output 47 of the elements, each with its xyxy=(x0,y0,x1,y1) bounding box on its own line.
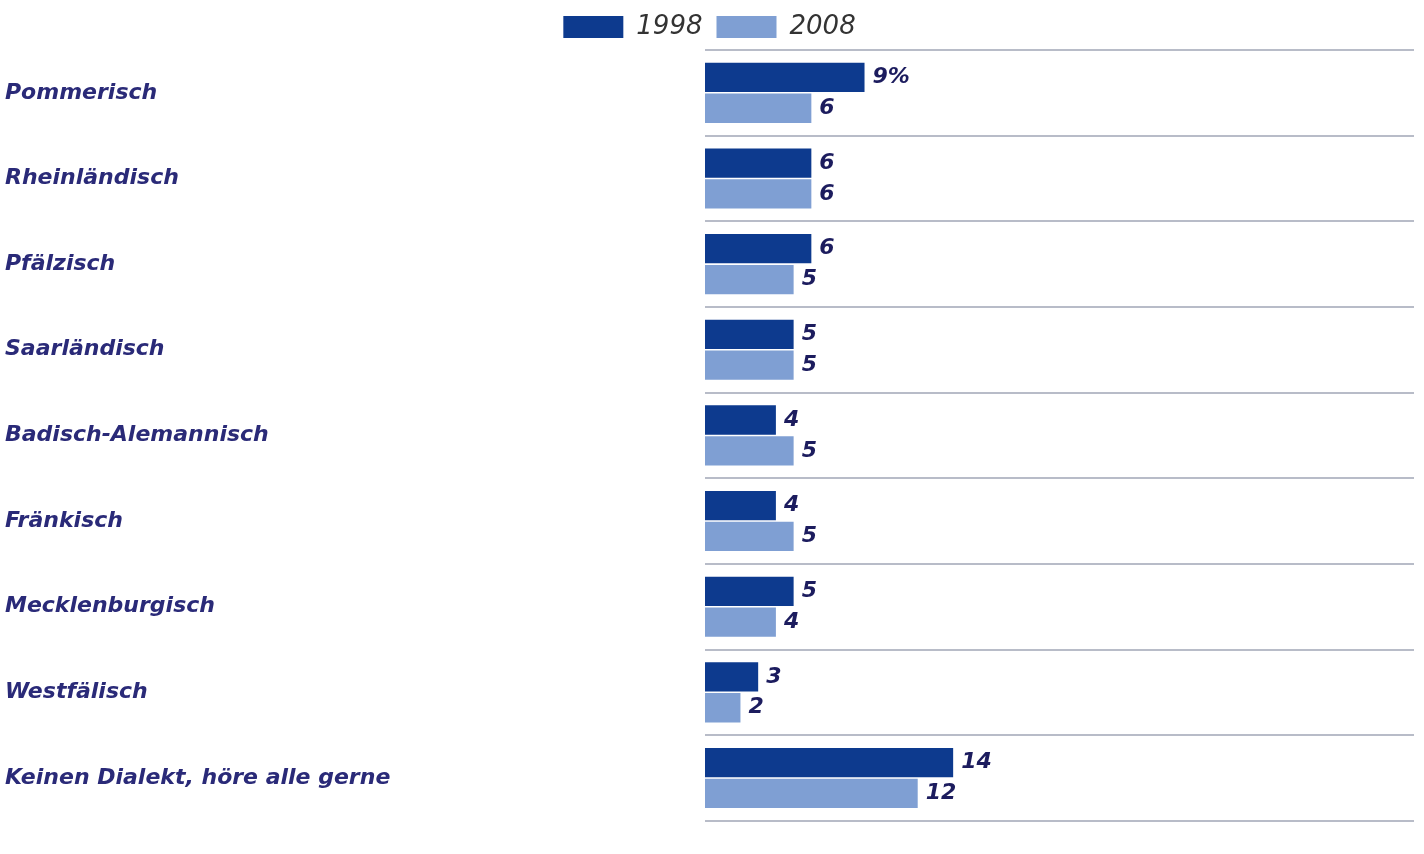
data-label: 4 xyxy=(782,405,800,431)
data-label: 5 xyxy=(801,436,817,462)
bar xyxy=(705,405,776,435)
legend-label: 1998 xyxy=(636,9,703,40)
data-label: 3 xyxy=(766,662,782,688)
bar xyxy=(705,778,918,809)
data-label: 5 xyxy=(801,350,817,376)
data-label: 5 xyxy=(801,522,817,548)
data-label: 4 xyxy=(782,607,800,633)
y-tick-label: Pfälzisch xyxy=(5,249,116,275)
data-label: 6 xyxy=(819,179,835,205)
bar xyxy=(705,319,794,349)
bar xyxy=(705,62,865,93)
data-label: 5 xyxy=(801,576,817,602)
bar xyxy=(705,521,794,552)
data-label: 6 xyxy=(819,93,835,119)
bar xyxy=(705,576,794,606)
data-label: 6 xyxy=(819,234,835,260)
bar xyxy=(705,693,741,723)
data-label: 12 xyxy=(925,779,957,805)
y-tick-label: Rheinländisch xyxy=(5,164,179,190)
data-label: 6 xyxy=(819,148,835,174)
bar xyxy=(705,264,794,295)
data-label: 4 xyxy=(782,491,800,517)
y-tick-label: Pommerisch xyxy=(5,78,158,104)
legend-label: 2008 xyxy=(789,9,856,40)
data-label: 2 xyxy=(748,693,764,719)
y-tick-label: Fränkisch xyxy=(5,506,123,532)
bar xyxy=(705,93,812,123)
bar xyxy=(705,234,812,264)
data-label: 9% xyxy=(872,63,910,89)
bar xyxy=(705,490,776,521)
y-tick-label: Badisch-Alemannisch xyxy=(5,421,269,447)
y-tick-label: Westfälisch xyxy=(5,678,148,704)
data-label: 5 xyxy=(801,320,817,346)
bar xyxy=(705,607,776,637)
bar xyxy=(705,350,794,380)
data-label: 14 xyxy=(961,748,992,774)
bar xyxy=(705,179,812,209)
bar xyxy=(705,148,812,178)
y-tick-label: Saarländisch xyxy=(5,335,165,361)
bar xyxy=(705,662,759,692)
y-tick-label: Keinen Dialekt, höre alle gerne xyxy=(5,763,391,789)
bar xyxy=(705,436,794,466)
data-label: 5 xyxy=(801,265,817,291)
y-tick-label: Mecklenburgisch xyxy=(5,592,215,618)
bar xyxy=(705,747,954,778)
